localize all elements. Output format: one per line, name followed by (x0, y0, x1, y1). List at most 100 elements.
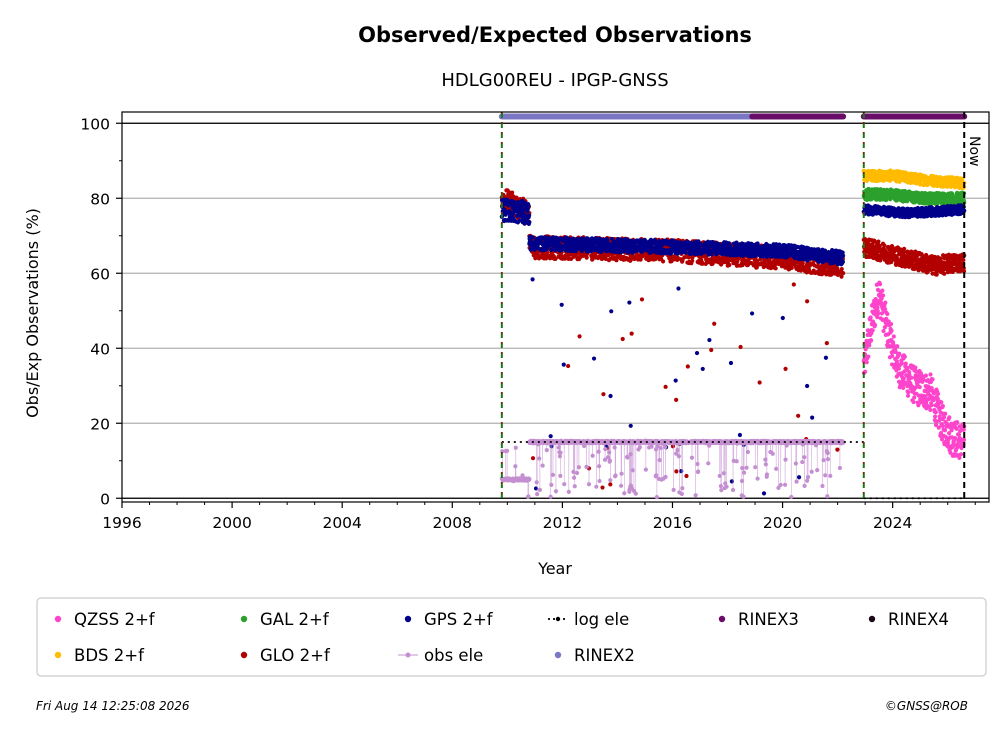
data-point (902, 354, 907, 359)
data-point (942, 428, 948, 433)
data-point (841, 253, 846, 258)
data-point (949, 421, 954, 426)
data-point (921, 377, 926, 382)
data-point (958, 452, 964, 457)
data-point (932, 414, 938, 419)
data-point (891, 344, 897, 349)
data-point (530, 456, 536, 461)
data-point (527, 213, 532, 218)
data-point (869, 338, 874, 343)
data-point (961, 257, 966, 263)
data-point (881, 328, 886, 334)
data-point (867, 343, 872, 348)
data-point (954, 426, 959, 431)
data-point (876, 239, 881, 244)
data-point (567, 252, 572, 257)
data-point (923, 373, 929, 378)
data-point (600, 485, 605, 490)
data-point (957, 455, 962, 461)
data-point (561, 362, 566, 367)
data-point (805, 383, 810, 389)
data-point (620, 336, 625, 342)
data-point (943, 411, 948, 416)
data-point (879, 300, 884, 306)
data-point (928, 407, 933, 413)
data-point (749, 311, 755, 316)
data-point (880, 288, 885, 293)
data-point (553, 256, 558, 261)
data-point (870, 328, 875, 333)
data-point (780, 315, 785, 321)
data-point (918, 182, 923, 187)
data-point (594, 236, 599, 241)
data-point (868, 315, 873, 320)
data-point (935, 391, 941, 396)
data-point (882, 243, 887, 248)
data-point (676, 286, 681, 291)
data-point (548, 434, 553, 439)
data-point (911, 399, 916, 405)
data-point (823, 355, 829, 360)
data-point (660, 259, 666, 264)
data-point (694, 350, 700, 356)
data-point (577, 334, 582, 339)
data-point (639, 297, 645, 302)
data-point (894, 359, 900, 364)
data-point (584, 255, 589, 260)
data-point (810, 415, 815, 420)
data-point (906, 390, 911, 395)
data-point (700, 366, 705, 372)
data-point (875, 305, 880, 310)
data-point (709, 347, 714, 353)
data-point (684, 473, 689, 479)
data-point (902, 246, 907, 251)
data-point (948, 450, 953, 455)
data-point (897, 351, 902, 356)
data-point (931, 397, 936, 403)
data-point (875, 315, 880, 320)
data-point (608, 393, 613, 399)
data-layer (499, 168, 967, 500)
data-point (663, 384, 668, 389)
data-point (885, 311, 890, 317)
data-point (773, 266, 778, 271)
data-point (796, 475, 802, 480)
data-point (800, 261, 805, 266)
data-point (947, 415, 952, 420)
data-point (729, 479, 734, 484)
data-point (608, 482, 613, 487)
data-point (896, 366, 901, 371)
data-point (591, 356, 597, 361)
data-point (674, 469, 679, 474)
data-point (877, 282, 883, 287)
data-point (601, 392, 606, 397)
data-point (783, 366, 788, 371)
data-point (559, 302, 564, 307)
data-point (912, 395, 917, 400)
chart-title: Observed/Expected Observations (358, 23, 752, 47)
grid-lines (122, 122, 989, 499)
data-point (510, 190, 515, 195)
data-point (683, 250, 688, 255)
data-point (913, 365, 918, 370)
data-point (673, 378, 678, 383)
data-point (796, 413, 801, 418)
data-point (895, 344, 900, 349)
data-point (961, 437, 967, 442)
data-point (940, 404, 945, 409)
data-point (909, 375, 914, 380)
data-point (835, 447, 840, 452)
data-point (890, 353, 895, 359)
data-point (628, 423, 633, 428)
data-point (923, 395, 928, 400)
data-point (951, 439, 957, 444)
data-point (945, 440, 951, 446)
data-point (917, 384, 922, 390)
data-point (940, 423, 945, 428)
data-point (526, 203, 531, 208)
data-point (905, 393, 911, 398)
data-point (530, 277, 535, 282)
data-point (761, 491, 767, 496)
data-point (930, 377, 935, 382)
